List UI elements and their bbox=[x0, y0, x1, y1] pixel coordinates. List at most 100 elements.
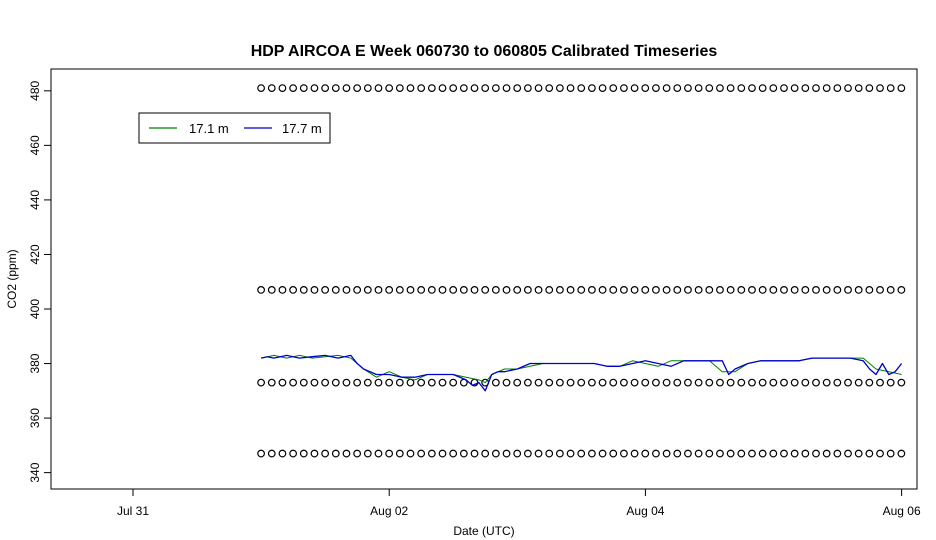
calibration-point bbox=[716, 449, 724, 458]
calibration-point bbox=[812, 449, 820, 458]
calibration-point bbox=[790, 378, 799, 387]
calibration-point bbox=[886, 286, 895, 294]
calibration-point bbox=[577, 84, 586, 92]
calibration-point bbox=[491, 84, 500, 92]
calibration-point bbox=[299, 449, 308, 458]
calibration-point bbox=[854, 286, 863, 294]
calibration-point bbox=[726, 286, 735, 294]
x-tick-label: Aug 04 bbox=[626, 504, 664, 518]
calibration-point bbox=[513, 286, 522, 294]
series-line-17-7-m bbox=[260, 354, 903, 392]
calibration-point bbox=[385, 84, 394, 92]
calibration-point bbox=[780, 378, 788, 387]
calibration-point bbox=[886, 84, 895, 92]
calibration-point bbox=[427, 449, 436, 458]
calibration-point bbox=[812, 286, 820, 294]
calibration-point bbox=[459, 449, 468, 458]
calibration-point bbox=[459, 84, 468, 92]
calibration-point bbox=[427, 84, 436, 92]
calibration-point bbox=[812, 378, 820, 387]
series-lines bbox=[260, 354, 903, 392]
calibration-point bbox=[630, 286, 639, 294]
calibration-point bbox=[588, 84, 596, 92]
calibration-point bbox=[694, 286, 703, 294]
calibration-point bbox=[577, 286, 586, 294]
calibration-point bbox=[299, 84, 308, 92]
calibration-point bbox=[523, 378, 532, 387]
calibration-point bbox=[449, 378, 458, 387]
calibration-point bbox=[299, 286, 308, 294]
calibration-point bbox=[513, 449, 522, 458]
y-axis-label: CO2 (ppm) bbox=[5, 249, 19, 308]
calibration-point bbox=[289, 84, 298, 92]
calibration-point bbox=[652, 449, 660, 458]
calibration-point bbox=[748, 84, 756, 92]
legend: 17.1 m 17.7 m bbox=[138, 112, 331, 144]
calibration-point bbox=[417, 449, 426, 458]
calibration-point bbox=[491, 378, 500, 387]
calibration-point bbox=[716, 286, 724, 294]
calibration-point bbox=[854, 449, 863, 458]
x-axis-label: Date (UTC) bbox=[453, 524, 514, 538]
calibration-point bbox=[555, 84, 564, 92]
calibration-point bbox=[684, 449, 692, 458]
calibration-point bbox=[353, 84, 362, 92]
chart-title: HDP AIRCOA E Week 060730 to 060805 Calib… bbox=[251, 43, 718, 60]
calibration-point bbox=[459, 286, 468, 294]
calibration-point bbox=[395, 84, 404, 92]
calibration-point bbox=[790, 286, 799, 294]
calibration-point bbox=[427, 378, 436, 387]
calibration-point bbox=[577, 449, 586, 458]
calibration-point bbox=[886, 378, 895, 387]
calibration-point bbox=[374, 449, 383, 458]
calibration-point bbox=[769, 449, 778, 458]
calibration-point bbox=[780, 449, 788, 458]
calibration-point bbox=[534, 286, 543, 294]
calibration-point bbox=[684, 378, 692, 387]
calibration-point bbox=[598, 449, 607, 458]
y-tick-label: 360 bbox=[28, 408, 42, 428]
calibration-point bbox=[353, 378, 362, 387]
calibration-point bbox=[449, 286, 458, 294]
calibration-point bbox=[609, 378, 618, 387]
calibration-point bbox=[374, 378, 383, 387]
calibration-point bbox=[822, 84, 831, 92]
calibration-point bbox=[844, 449, 852, 458]
calibration-point bbox=[513, 84, 522, 92]
calibration-point bbox=[395, 286, 404, 294]
calibration-point bbox=[406, 84, 415, 92]
calibration-point bbox=[438, 449, 447, 458]
calibration-point bbox=[790, 449, 799, 458]
calibration-point bbox=[758, 84, 767, 92]
calibration-point bbox=[267, 449, 276, 458]
calibration-point bbox=[758, 449, 767, 458]
calibration-point bbox=[705, 378, 714, 387]
calibration-point bbox=[833, 84, 842, 92]
calibration-point bbox=[534, 84, 543, 92]
calibration-point bbox=[363, 449, 372, 458]
calibration-point bbox=[694, 449, 703, 458]
calibration-point bbox=[363, 84, 372, 92]
x-tick-label: Aug 06 bbox=[883, 504, 921, 518]
calibration-point bbox=[449, 449, 458, 458]
calibration-point bbox=[502, 378, 511, 387]
calibration-point bbox=[641, 84, 650, 92]
y-tick-label: 420 bbox=[28, 244, 42, 264]
calibration-point bbox=[716, 378, 724, 387]
calibration-point bbox=[844, 84, 852, 92]
calibration-point bbox=[385, 378, 394, 387]
calibration-point bbox=[726, 84, 735, 92]
x-axis: Jul 31 Aug 02 Aug 04 Aug 06 bbox=[117, 489, 921, 518]
calibration-point bbox=[523, 84, 532, 92]
calibration-point bbox=[555, 378, 564, 387]
calibration-point bbox=[684, 286, 692, 294]
calibration-point bbox=[406, 378, 415, 387]
calibration-point bbox=[854, 84, 863, 92]
calibration-point bbox=[353, 286, 362, 294]
calibration-point bbox=[566, 84, 575, 92]
calibration-point bbox=[726, 378, 735, 387]
calibration-point bbox=[769, 286, 778, 294]
calibration-point bbox=[694, 84, 703, 92]
calibration-point bbox=[502, 286, 511, 294]
